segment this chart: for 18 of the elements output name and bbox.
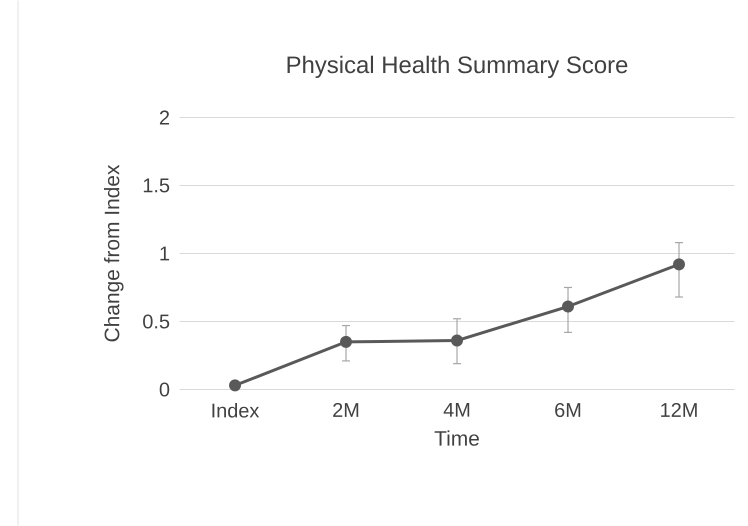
y-tick-label: 1.5 [144, 178, 170, 192]
y-tick-label: 1 [160, 246, 170, 260]
x-tick-label: Index [212, 402, 260, 418]
chart-title: Physical Health Summary Score [288, 56, 628, 78]
point [229, 379, 241, 392]
point [451, 334, 463, 347]
point [340, 336, 352, 348]
y-tick-label: 2 [160, 110, 170, 124]
y-tick-label: 0.5 [143, 314, 170, 329]
x-tick-label: 2M [333, 402, 358, 417]
y-axis-title: Change from Index [104, 164, 124, 342]
point [673, 258, 685, 270]
x-tick-label: 12M [661, 402, 697, 417]
point [562, 300, 574, 313]
x-tick-label: 6M [555, 402, 580, 418]
x-tick-label: 4M [444, 402, 470, 417]
x-axis-title: Time [434, 430, 479, 446]
y-tick-label: 0 [160, 382, 170, 397]
